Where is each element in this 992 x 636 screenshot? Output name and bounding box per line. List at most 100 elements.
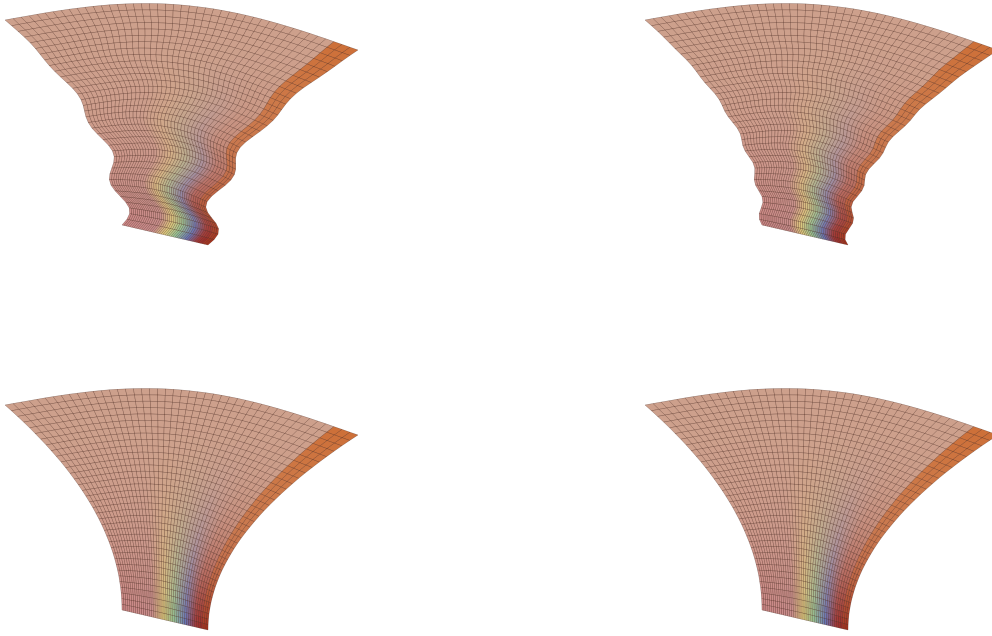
mesh-cell — [783, 28, 792, 36]
mesh-cell — [805, 3, 814, 12]
mesh-cell — [177, 62, 184, 71]
mesh-cell — [144, 413, 152, 421]
mesh-cell — [157, 413, 165, 422]
mesh-cell — [157, 426, 165, 434]
mesh-cell — [821, 82, 827, 91]
mesh-cell — [765, 60, 773, 68]
mesh-cell — [166, 601, 170, 609]
mesh-cell — [152, 591, 156, 599]
mesh-cell — [149, 400, 158, 409]
mesh-cell — [173, 215, 177, 223]
mesh-cell — [829, 118, 834, 127]
mesh-cell — [154, 566, 158, 574]
mesh-cell — [803, 22, 813, 31]
mesh-cell — [820, 4, 830, 13]
mesh-cell — [151, 426, 159, 434]
mesh-cell — [158, 496, 163, 505]
mesh-cell — [811, 75, 818, 83]
mesh-cell — [806, 74, 813, 82]
mesh-cell — [807, 87, 814, 95]
mesh-cell — [129, 111, 134, 119]
mesh-cell — [170, 121, 175, 129]
mesh-cell — [161, 54, 168, 63]
mesh-cell — [781, 3, 791, 11]
mesh-cell — [770, 413, 779, 421]
mesh-cell — [152, 452, 159, 460]
mesh-cell — [144, 41, 152, 49]
mesh-cell — [158, 528, 163, 537]
mesh-cell — [180, 4, 190, 13]
mesh-cell — [127, 92, 133, 100]
mesh-cell — [157, 407, 166, 415]
mesh-cell — [125, 388, 135, 396]
mesh-cell — [775, 54, 783, 62]
mesh-cell — [150, 413, 159, 421]
mesh-cell — [179, 217, 183, 225]
mesh-cell — [756, 137, 761, 145]
mesh-cell — [155, 54, 163, 62]
mesh-cell — [158, 516, 163, 524]
mesh-cell — [778, 420, 786, 427]
mesh-cell — [796, 124, 801, 132]
mesh-cell — [179, 11, 189, 19]
mesh-cell — [800, 163, 804, 171]
mesh-cell — [154, 560, 158, 568]
mesh-cell — [149, 388, 158, 396]
mesh-cell — [781, 388, 791, 396]
mesh-cell — [781, 60, 788, 68]
mesh-cell — [780, 47, 788, 55]
mesh-cell — [790, 35, 799, 43]
mesh-cell — [149, 521, 154, 529]
mesh-cell — [144, 470, 151, 478]
mesh-cell — [788, 143, 792, 151]
mesh-cell — [110, 94, 116, 102]
mesh-cell — [157, 420, 165, 428]
mesh-cell — [825, 83, 832, 92]
mesh-cell — [162, 471, 168, 480]
mesh-cell — [811, 408, 820, 416]
mesh-cell — [766, 394, 776, 402]
mesh-cell — [812, 81, 818, 89]
mesh-cell — [762, 136, 767, 144]
mesh-cell — [155, 528, 160, 536]
mesh-cell — [148, 464, 155, 472]
mesh-cell — [753, 137, 758, 145]
mesh-cell — [142, 451, 149, 459]
mesh-cell — [168, 607, 172, 616]
mesh-cell — [151, 149, 155, 157]
mesh-cell — [161, 529, 165, 537]
mesh-cell — [158, 22, 166, 30]
mesh-cell — [160, 606, 164, 614]
mesh-cell — [167, 465, 173, 474]
mesh-cell — [172, 608, 176, 617]
mesh-cell — [810, 414, 819, 423]
mesh-cell — [156, 605, 160, 613]
mesh-cell — [169, 214, 173, 223]
mesh-cell — [166, 613, 170, 622]
mesh-cell — [157, 452, 164, 460]
mesh-cell — [802, 67, 808, 75]
mesh-cell — [99, 101, 104, 109]
mesh-cell — [157, 388, 166, 396]
mesh-cell — [205, 238, 215, 246]
mesh-cell — [141, 608, 144, 616]
mesh-cell — [796, 143, 801, 152]
mesh-cell — [783, 22, 791, 30]
mesh-cell — [166, 185, 170, 194]
mesh-cell — [133, 388, 143, 396]
mesh-cell — [164, 395, 174, 403]
mesh-cell — [153, 610, 156, 618]
mesh-cell — [773, 388, 783, 396]
mesh-cell — [142, 400, 151, 408]
mesh-cell — [785, 41, 793, 49]
mesh-cell — [153, 547, 157, 555]
mesh-cell — [778, 92, 783, 100]
mesh-cell — [183, 76, 190, 85]
mesh-cell — [180, 617, 183, 625]
mesh-cell — [126, 41, 134, 49]
mesh-cell — [771, 130, 776, 138]
mesh-cell — [181, 217, 185, 225]
mesh-cell — [767, 401, 777, 409]
mesh-cell — [111, 100, 116, 108]
